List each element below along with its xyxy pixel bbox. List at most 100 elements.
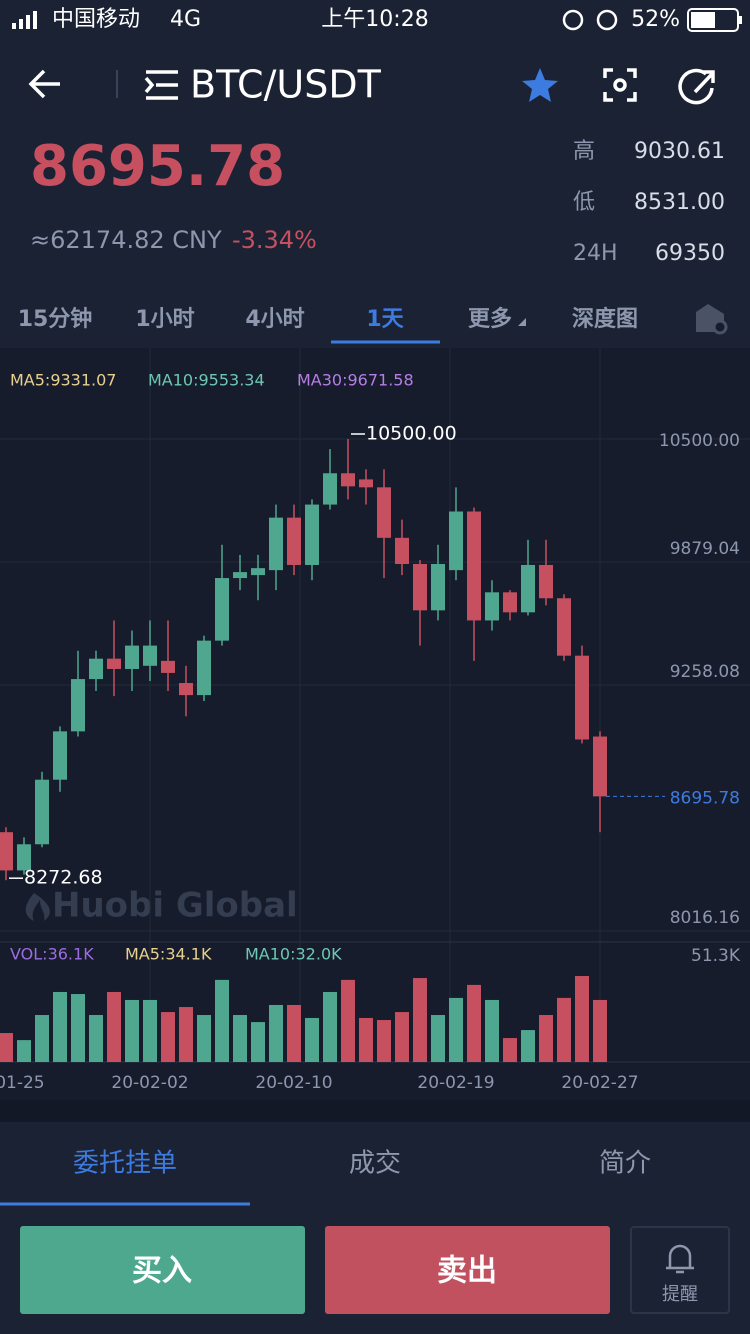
volume-bar [233, 1015, 247, 1062]
x-tick-label: 20-02-27 [561, 1073, 638, 1093]
pair-title: BTC/USDT [190, 63, 382, 107]
volume-bar [395, 1012, 409, 1062]
candle-body [413, 563, 427, 611]
extreme-label: 10500.00 [366, 423, 457, 445]
candle-body [161, 660, 175, 673]
bell-icon [666, 1244, 694, 1274]
candle-body [323, 473, 337, 505]
volume-bar [215, 979, 229, 1062]
x-tick-label: 20-01-25 [0, 1073, 45, 1093]
stat-label: 低 [573, 190, 595, 215]
fullscreen-icon[interactable] [603, 68, 637, 102]
volume-bar [71, 994, 85, 1062]
candle-body [341, 473, 355, 487]
y-tick-label: 10500.00 [659, 431, 740, 451]
candle-body [269, 517, 283, 571]
sell-label: 卖出 [437, 1254, 497, 1289]
back-button[interactable] [28, 69, 60, 99]
volume-bar [107, 991, 121, 1062]
volume-bar [269, 1004, 283, 1062]
y-tick-label: 9258.08 [670, 662, 740, 682]
volume-bar [449, 997, 463, 1062]
candle-body [143, 645, 157, 666]
candle-body [287, 517, 301, 565]
candle-body [0, 832, 13, 871]
candle-body [35, 779, 49, 845]
volume-bar [593, 999, 607, 1062]
stat-value: 9030.61 [634, 139, 725, 164]
settings-icon[interactable] [696, 304, 728, 335]
volume-bar [143, 999, 157, 1062]
order-tab[interactable]: 简介 [599, 1149, 651, 1179]
candle-body [233, 572, 247, 579]
ma-legend: MA5:9331.07 [10, 371, 116, 390]
stat-label: 高 [573, 139, 595, 164]
buy-label: 买入 [132, 1254, 192, 1289]
favorite-icon[interactable] [522, 68, 558, 102]
volume-bar [17, 1040, 31, 1062]
candle-body [251, 568, 265, 576]
volume-bar [575, 976, 589, 1062]
x-tick-label: 20-02-10 [255, 1073, 332, 1093]
vol-ma-legend: MA10:32.0K [245, 945, 342, 964]
volume-bar [35, 1015, 49, 1062]
y-tick-label: 9879.04 [670, 539, 740, 559]
stat-value: 69350 [655, 241, 725, 266]
candle-body [503, 592, 517, 613]
period-tab[interactable]: 15分钟 [18, 306, 93, 332]
volume-bar [287, 1004, 301, 1062]
candle-body [449, 511, 463, 571]
volume-bar [53, 991, 67, 1062]
candle-body [485, 592, 499, 621]
candle-body [305, 504, 319, 565]
candle-body [71, 679, 85, 732]
chart-bg [0, 348, 750, 1100]
vol-tick-label: 51.3K [691, 946, 741, 966]
volume-bar [377, 1020, 391, 1062]
volume-bar [539, 1015, 553, 1062]
candle-body [575, 655, 589, 740]
buy-button[interactable] [20, 1226, 305, 1314]
extreme-label: 8272.68 [24, 867, 103, 889]
ma-legend: MA30:9671.58 [297, 371, 414, 390]
alarm-icon [596, 9, 618, 31]
share-icon[interactable] [678, 68, 715, 105]
period-tab[interactable]: 深度图 [572, 306, 638, 332]
signal-icon [12, 11, 37, 29]
candle-body [359, 479, 373, 488]
candle-body [539, 564, 553, 599]
order-tab[interactable]: 委托挂单 [73, 1149, 177, 1179]
period-tab[interactable]: 1天 [366, 307, 404, 332]
period-tab[interactable]: 1小时 [135, 307, 194, 332]
watermark: Huobi Global [25, 886, 298, 926]
volume-bar [341, 979, 355, 1062]
volume-bar [251, 1022, 265, 1062]
cny-price: ≈62174.82 CNY [30, 226, 222, 254]
clock: 上午10:28 [321, 7, 428, 32]
stat-value: 8531.00 [634, 190, 725, 215]
candle-body [17, 844, 31, 871]
volume-bar [161, 1012, 175, 1062]
volume-bar [557, 997, 571, 1062]
stat-label: 24H [573, 241, 618, 266]
candle-body [377, 487, 391, 538]
volume-bar [521, 1030, 535, 1062]
watermark-text: Huobi Global [52, 886, 298, 926]
candle-body [179, 683, 193, 696]
candle-body [593, 736, 607, 797]
order-tab[interactable]: 成交 [349, 1149, 401, 1179]
candle-body [431, 563, 445, 611]
ma-legend: MA10:9553.34 [148, 371, 265, 390]
more-arrow [518, 318, 526, 326]
sell-button[interactable] [325, 1226, 610, 1314]
x-tick-label: 20-02-02 [111, 1073, 188, 1093]
network: 4G [170, 7, 201, 32]
period-tab[interactable]: 4小时 [245, 307, 304, 332]
volume-bar [485, 999, 499, 1062]
menu-icon[interactable] [144, 70, 178, 100]
candle-body [89, 658, 103, 680]
candle-body [197, 640, 211, 696]
period-tab[interactable]: 更多 [468, 306, 512, 332]
alert-button[interactable] [630, 1226, 730, 1314]
